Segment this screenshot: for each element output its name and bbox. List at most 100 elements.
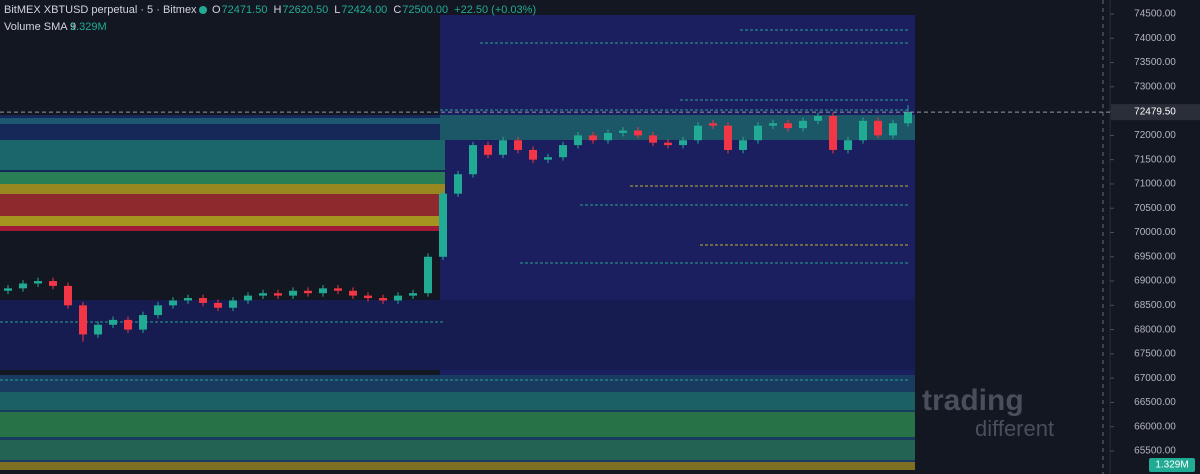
volume-axis-badge xyxy=(1149,458,1195,472)
candle-body xyxy=(454,174,462,194)
candle-body xyxy=(439,193,447,257)
price-change: +22.50 (+0.03%) xyxy=(454,4,536,16)
candle-body xyxy=(19,283,27,289)
candle-body xyxy=(364,295,372,299)
ohlc: O 72471.50 H 72620.50 L 72424.00 C 72500.00 +22.… xyxy=(212,4,536,16)
price-tick-label: 73500.00 xyxy=(1134,57,1176,68)
candle-body xyxy=(874,120,882,136)
watermark: trading xyxy=(922,384,1024,417)
candle-body xyxy=(694,125,702,141)
ohlc-key: H xyxy=(273,4,281,16)
candle-body xyxy=(739,140,747,150)
candle-body xyxy=(304,290,312,294)
ohlc-key: C xyxy=(393,4,401,16)
price-tick-label: 66000.00 xyxy=(1134,421,1176,432)
candle-body xyxy=(574,135,582,146)
candle-body xyxy=(829,115,837,150)
candle-body xyxy=(559,145,567,158)
candle-body xyxy=(754,125,762,141)
candle-body xyxy=(529,149,537,160)
price-tick-label: 74000.00 xyxy=(1134,33,1176,44)
candle-body xyxy=(169,300,177,306)
candle-body xyxy=(469,145,477,175)
price-tick-label: 70500.00 xyxy=(1134,203,1176,214)
candle-body xyxy=(604,132,612,141)
candle-body xyxy=(664,142,672,146)
price-tick-label: 71000.00 xyxy=(1134,179,1176,190)
candle-body xyxy=(214,302,222,308)
candle-body xyxy=(259,293,267,296)
candle-body xyxy=(64,285,72,306)
candle-body xyxy=(109,319,117,325)
price-tick-label: 68500.00 xyxy=(1134,300,1176,311)
ohlc-key: L xyxy=(334,4,340,16)
price-tick-label: 73000.00 xyxy=(1134,81,1176,92)
price-tick-label: 65500.00 xyxy=(1134,446,1176,457)
candle-body xyxy=(199,298,207,303)
candle-body xyxy=(79,305,87,335)
status-dot xyxy=(199,6,207,14)
ohlc-key: O xyxy=(212,4,221,16)
candle-body xyxy=(409,293,417,296)
volume-value: 1.329M xyxy=(70,21,107,33)
candle-body xyxy=(394,295,402,301)
candle-body xyxy=(799,120,807,129)
ohlc-value: 72500.00 xyxy=(402,4,448,16)
symbol-title: BitMEX XBTUSD perpetual · 5 · Bitmex xyxy=(4,4,197,16)
candles xyxy=(4,105,912,342)
price-tick-label: 74500.00 xyxy=(1134,9,1176,20)
price-tick-label: 71500.00 xyxy=(1134,154,1176,165)
candle-body xyxy=(499,140,507,155)
candle-body xyxy=(514,140,522,150)
candle-body xyxy=(349,290,357,296)
candle-body xyxy=(709,123,717,126)
price-tick-label: 66500.00 xyxy=(1134,397,1176,408)
candle-body xyxy=(859,120,867,141)
ohlc-value: 72471.50 xyxy=(222,4,268,16)
candle-body xyxy=(274,293,282,296)
volume-label: Volume SMA 9 xyxy=(4,21,76,33)
candle-body xyxy=(139,315,147,330)
price-tick-label: 67000.00 xyxy=(1134,373,1176,384)
candle-body xyxy=(544,157,552,160)
price-tick-label: 70000.00 xyxy=(1134,227,1176,238)
ohlc-value: 72424.00 xyxy=(341,4,387,16)
candle-body xyxy=(244,295,252,301)
candle-body xyxy=(769,123,777,126)
candle-body xyxy=(844,140,852,150)
candle-body xyxy=(184,298,192,301)
candle-body xyxy=(289,290,297,296)
last-price-label: 72479.50 xyxy=(1134,107,1176,118)
price-tick-label: 68000.00 xyxy=(1134,324,1176,335)
candle-body xyxy=(334,288,342,291)
candle-body xyxy=(229,300,237,308)
candle-body xyxy=(379,298,387,301)
price-tick-label: 67500.00 xyxy=(1134,349,1176,360)
candle-body xyxy=(619,130,627,133)
price-tick-label: 72000.00 xyxy=(1134,130,1176,141)
candle-body xyxy=(154,305,162,316)
candle-body xyxy=(889,123,897,136)
heatmap xyxy=(0,15,915,470)
price-tick-label: 69500.00 xyxy=(1134,251,1176,262)
watermark: different xyxy=(975,416,1054,441)
candle-body xyxy=(904,112,912,124)
candle-body xyxy=(94,324,102,335)
candle-body xyxy=(34,281,42,284)
candle-body xyxy=(484,145,492,155)
candle-body xyxy=(634,130,642,136)
price-tick-label: 69000.00 xyxy=(1134,276,1176,287)
candle-body xyxy=(424,256,432,294)
candle-body xyxy=(319,288,327,294)
candle-body xyxy=(814,115,822,121)
ohlc-value: 72620.50 xyxy=(282,4,328,16)
volume-axis-label: 1.329M xyxy=(1155,460,1188,471)
candle-body xyxy=(589,135,597,141)
candle-body xyxy=(679,140,687,146)
candle-body xyxy=(124,319,132,330)
candle-body xyxy=(784,123,792,129)
candle-body xyxy=(649,135,657,143)
last-price-badge xyxy=(1111,104,1200,121)
candle-body xyxy=(4,288,12,291)
